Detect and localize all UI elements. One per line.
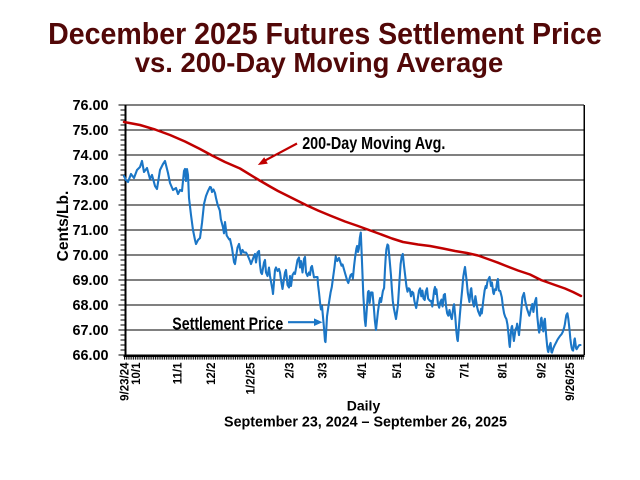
- svg-text:1/2/25: 1/2/25: [246, 362, 258, 395]
- svg-text:71.00: 71.00: [72, 223, 108, 239]
- svg-text:200-Day Moving Avg.: 200-Day Moving Avg.: [302, 135, 445, 153]
- svg-text:76.00: 76.00: [72, 98, 108, 114]
- svg-text:10/1: 10/1: [131, 362, 143, 385]
- svg-text:9/2: 9/2: [537, 363, 549, 379]
- svg-text:74.00: 74.00: [72, 148, 108, 164]
- svg-text:Daily: Daily: [347, 398, 381, 414]
- svg-text:9/23/24: 9/23/24: [120, 362, 132, 401]
- svg-text:75.00: 75.00: [72, 123, 108, 139]
- svg-text:11/1: 11/1: [173, 362, 185, 384]
- svg-text:September 23, 2024 – September: September 23, 2024 – September 26, 2025: [224, 415, 507, 431]
- svg-text:3/3: 3/3: [318, 363, 330, 379]
- svg-text:70.00: 70.00: [72, 248, 108, 264]
- svg-text:8/1: 8/1: [498, 362, 510, 379]
- svg-text:9/26/25: 9/26/25: [565, 362, 577, 401]
- svg-text:2/3: 2/3: [285, 363, 297, 379]
- svg-text:67.00: 67.00: [72, 323, 108, 339]
- svg-text:6/2: 6/2: [426, 363, 438, 379]
- svg-text:66.00: 66.00: [72, 348, 108, 364]
- svg-text:7/1: 7/1: [460, 362, 472, 379]
- svg-text:5/1: 5/1: [392, 362, 404, 379]
- svg-text:68.00: 68.00: [72, 298, 108, 314]
- svg-text:4/1: 4/1: [357, 362, 369, 379]
- svg-text:73.00: 73.00: [72, 173, 108, 189]
- svg-text:12/2: 12/2: [206, 363, 218, 385]
- svg-text:69.00: 69.00: [72, 273, 108, 289]
- svg-text:72.00: 72.00: [72, 198, 108, 214]
- svg-text:Cents/Lb.: Cents/Lb.: [55, 191, 72, 262]
- svg-text:Settlement Price: Settlement Price: [172, 315, 283, 334]
